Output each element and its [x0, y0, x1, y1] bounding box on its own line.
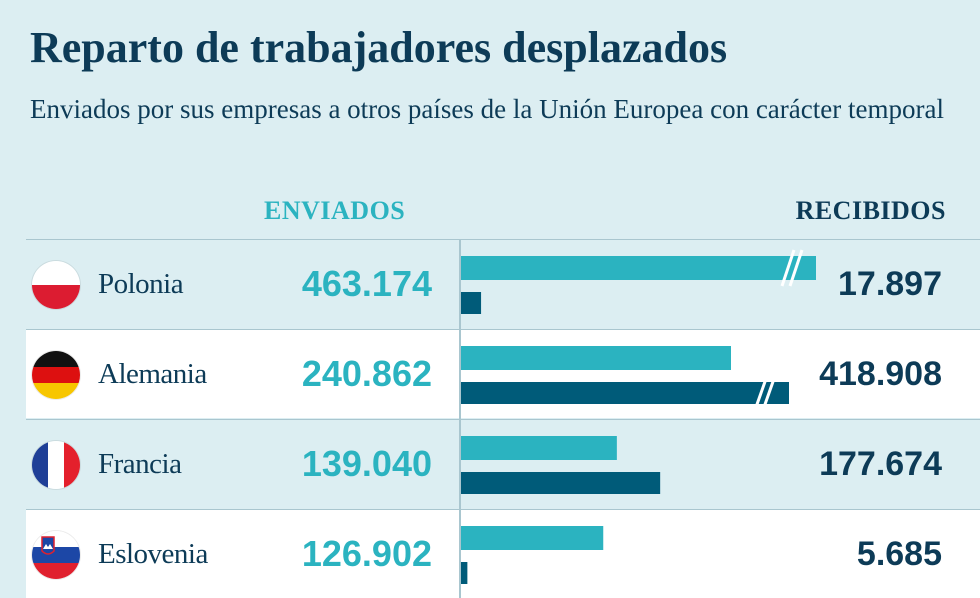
axis-break-mark — [780, 249, 796, 287]
sent-value-label: 139.040 — [301, 443, 432, 484]
chart-title: Reparto de trabajadores desplazados — [30, 23, 728, 72]
received-value-label: 5.685 — [856, 535, 942, 573]
row-separator — [26, 239, 980, 240]
slovenia-flag-icon — [32, 531, 80, 579]
country-label: Francia — [98, 448, 182, 480]
received-value-label: 17.897 — [838, 265, 942, 303]
row-polonia: Polonia 463.174 17.897 — [26, 239, 980, 328]
row-separator — [26, 419, 980, 420]
country-label: Alemania — [98, 358, 207, 390]
received-bar-alemania — [461, 382, 789, 404]
row-separator — [26, 509, 980, 510]
sent-bar-alemania — [461, 346, 731, 370]
sent-value-label: 463.174 — [301, 263, 432, 304]
received-column-header: RECIBIDOS — [795, 196, 946, 225]
chart-subtitle: Enviados por sus empresas a otros países… — [30, 94, 944, 124]
france-flag-icon — [32, 441, 80, 489]
sent-bar-francia — [461, 436, 617, 460]
bars-baseline — [459, 239, 461, 598]
axis-break-mark — [761, 375, 777, 411]
germany-flag-icon — [32, 351, 80, 399]
row-eslovenia: Eslovenia 126.902 5.685 — [26, 509, 980, 598]
axis-break-mark — [788, 249, 804, 287]
received-value-label: 418.908 — [819, 355, 942, 393]
country-label: Polonia — [98, 268, 184, 300]
received-bar-eslovenia — [461, 562, 468, 584]
row-separator — [26, 329, 980, 330]
received-bar-polonia — [461, 292, 482, 314]
sent-column-header: ENVIADOS — [264, 196, 406, 225]
sent-value-label: 240.862 — [301, 353, 432, 394]
country-label: Eslovenia — [98, 538, 208, 570]
sent-bar-eslovenia — [461, 526, 604, 550]
sent-value-label: 126.902 — [301, 533, 432, 574]
sent-bar-polonia — [461, 256, 816, 280]
received-value-label: 177.674 — [819, 445, 942, 483]
axis-break-mark — [753, 375, 769, 411]
received-bar-francia — [461, 472, 661, 494]
